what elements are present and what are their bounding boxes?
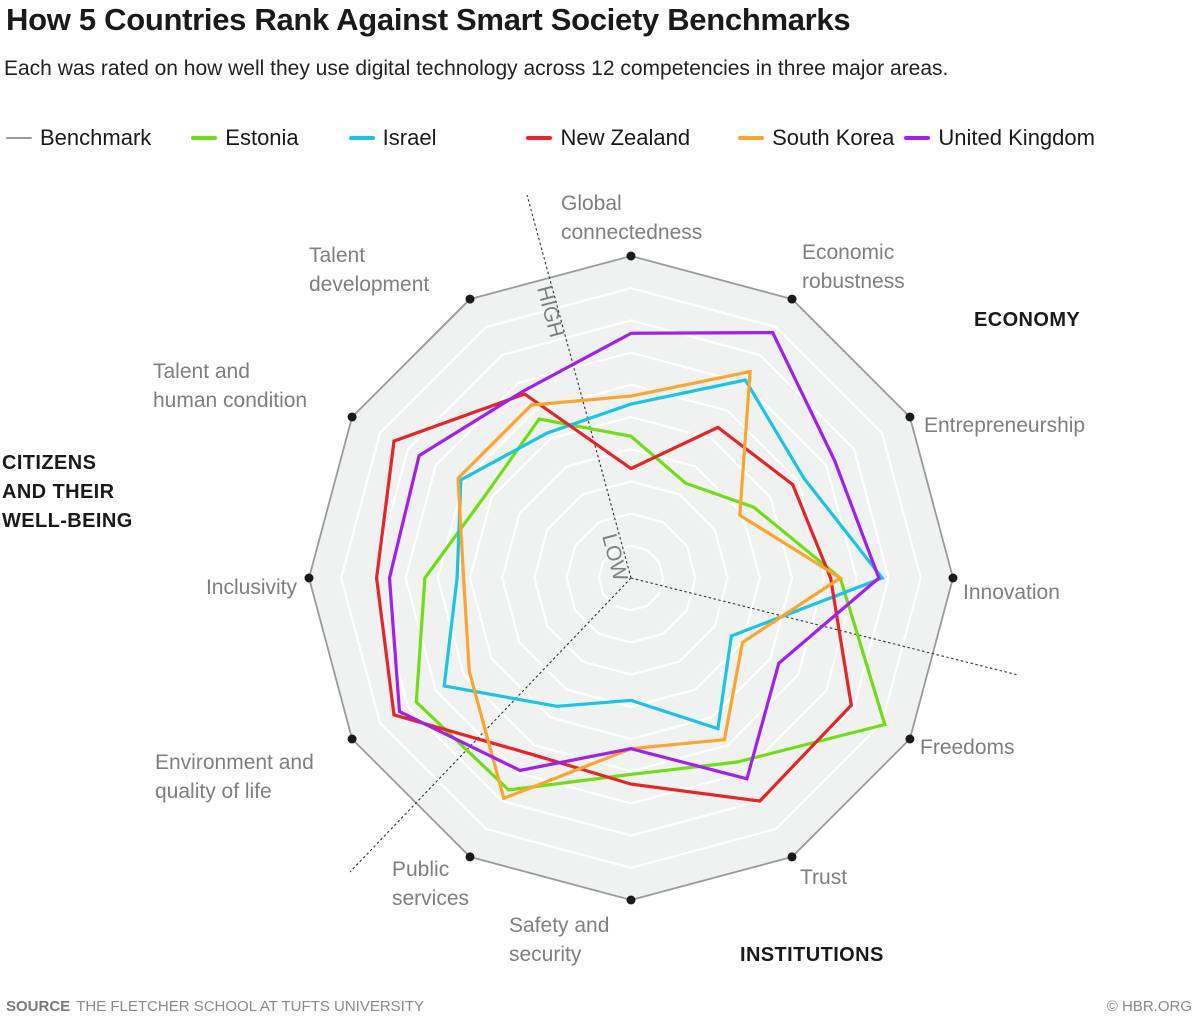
axis-label-line: Public (392, 858, 449, 881)
axis-vertex-dot (304, 573, 314, 583)
axis-label-line: security (509, 943, 582, 966)
chart-subtitle: Each was rated on how well they use digi… (4, 57, 949, 80)
axis-label-line: Talent (309, 244, 365, 267)
axis-label-line: services (392, 887, 469, 910)
axis-vertex-dot (626, 895, 636, 905)
source-text: THE FLETCHER SCHOOL AT TUFTS UNIVERSITY (76, 998, 425, 1015)
legend-swatch (904, 136, 931, 140)
legend: Benchmark Estonia Israel New Zealand South K… (6, 124, 1095, 152)
grid-ring (372, 319, 890, 837)
axis-label-line: Talent and (153, 360, 250, 383)
grid-ring (501, 448, 761, 708)
axis-label-line: connectedness (561, 221, 702, 244)
legend-swatch (526, 136, 553, 140)
legend-swatch (191, 136, 218, 140)
axis-label-line: Freedoms (920, 736, 1015, 759)
group-label-line: ECONOMY (974, 309, 1080, 331)
group-divider-line (630, 577, 1019, 676)
grid-ring (533, 480, 729, 676)
axis-vertex-dot (787, 852, 797, 862)
group-label-line: AND THEIR (2, 481, 115, 503)
legend-label: South Korea (772, 125, 895, 150)
axis-label-public-services: Public services (392, 858, 469, 910)
axis-label-talent-and-human-condition: Talent and human condition (153, 360, 307, 412)
legend-label: United Kingdom (938, 125, 1095, 150)
legend-swatch (738, 136, 765, 140)
chart-title: How 5 Countries Rank Against Smart Socie… (6, 2, 851, 37)
axis-label-economic-robustness: Economic robustness (802, 241, 905, 293)
grid-ring (468, 415, 794, 741)
axis-vertex-dot (465, 294, 475, 304)
series-united-kingdom (387, 330, 881, 781)
legend-label: Estonia (225, 125, 299, 150)
legend-item-united-kingdom: United Kingdom (904, 125, 1095, 151)
axis-label-line: quality of life (155, 780, 272, 803)
legend-label: Israel (382, 125, 437, 150)
legend-label: New Zealand (560, 125, 691, 150)
axis-label-global-connectedness: Global connectedness (561, 192, 702, 244)
legend-item-benchmark: Benchmark (6, 125, 151, 151)
copyright: © HBR.ORG (1106, 998, 1192, 1015)
axis-label-line: Trust (800, 866, 847, 889)
axis-label-line: Entrepreneurship (924, 414, 1085, 437)
axis-label-safety-and-security: Safety and security (509, 914, 609, 966)
axis-vertex-dot (347, 412, 357, 422)
axis-label-line: Safety and (509, 914, 609, 937)
axis-label-inclusivity: Inclusivity (206, 576, 298, 599)
legend-label: Benchmark (40, 125, 152, 150)
grid-ring (340, 287, 922, 869)
legend-item-israel: Israel (348, 125, 437, 151)
axis-label-line: development (309, 273, 429, 296)
legend-swatch (348, 136, 375, 140)
group-label-citizens-and-their-well-being: CITIZENS AND THEIR WELL-BEING (2, 452, 133, 532)
axis-label-entrepreneurship: Entrepreneurship (924, 414, 1085, 437)
group-divider-line (526, 194, 632, 579)
axis-label-line: robustness (802, 270, 905, 293)
axis-label-freedoms: Freedoms (920, 736, 1015, 759)
axis-vertex-dot (465, 852, 475, 862)
axis-label-innovation: Innovation (963, 581, 1060, 604)
grid-ring (436, 383, 826, 773)
grid-ring (404, 351, 858, 805)
legend-item-estonia: Estonia (191, 125, 299, 151)
series-israel (442, 378, 885, 731)
series-estonia (414, 417, 887, 792)
source-note: SOURCE THE FLETCHER SCHOOL AT TUFTS UNIVE… (6, 998, 424, 1015)
axis-label-line: Economic (802, 241, 894, 264)
grid-ring (565, 512, 697, 644)
axis-vertex-dot (905, 734, 915, 744)
legend-item-south-korea: South Korea (738, 125, 894, 151)
legend-item-new-zealand: New Zealand (526, 125, 690, 151)
grid-ring (597, 544, 665, 612)
source-label: SOURCE (6, 998, 71, 1015)
group-label-economy: ECONOMY (974, 309, 1080, 331)
axis-label-line: Global (561, 192, 622, 215)
axis-label-line: Innovation (963, 581, 1060, 604)
axis-label-environment-and-quality-of-life: Environment and quality of life (155, 751, 314, 803)
axis-vertex-dot (905, 412, 915, 422)
axis-label-line: human condition (153, 389, 307, 412)
group-label-line: INSTITUTIONS (740, 944, 884, 966)
axis-vertex-dot (347, 734, 357, 744)
axis-vertex-dot (948, 573, 958, 583)
axis-label-line: Inclusivity (206, 576, 298, 599)
group-label-line: WELL-BEING (2, 510, 133, 532)
group-label-institutions: INSTITUTIONS (740, 944, 884, 966)
legend-swatch (6, 137, 32, 139)
axis-vertex-dot (787, 294, 797, 304)
group-label-line: CITIZENS (2, 452, 96, 474)
series-new-zealand (374, 392, 854, 803)
axis-label-line: Environment and (155, 751, 314, 774)
axis-vertex-dot (626, 251, 636, 261)
axis-label-trust: Trust (800, 866, 847, 889)
axis-label-talent-development: Talent development (309, 244, 429, 296)
